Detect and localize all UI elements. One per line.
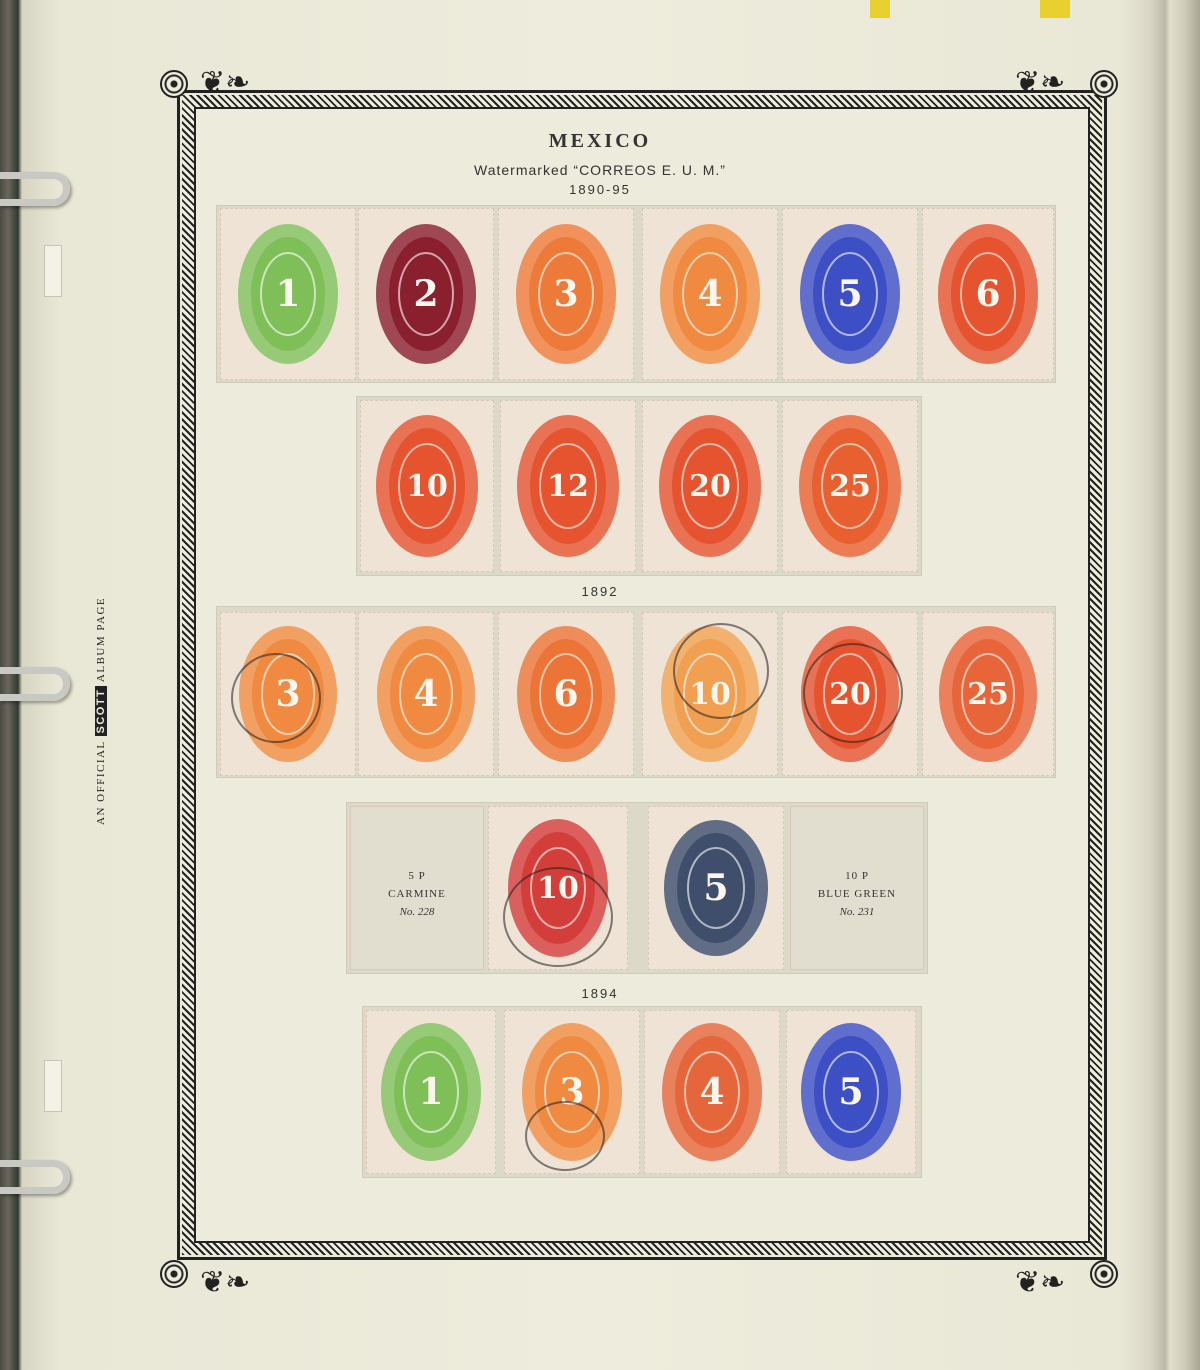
stamp-denomination: 12 <box>547 468 589 504</box>
stamp-oval: 5 <box>801 1023 901 1161</box>
binder-ring <box>0 667 70 701</box>
stamp: 20 <box>642 400 778 572</box>
stamp: 5 <box>782 208 918 380</box>
flourish-ornament-icon: ❦❧ <box>1015 1265 1066 1300</box>
corner-rosette-icon <box>160 70 188 98</box>
stamp-oval: 6 <box>938 224 1038 364</box>
index-tab <box>870 0 890 18</box>
corner-rosette-icon <box>1090 70 1118 98</box>
stamp: 5 <box>648 806 784 970</box>
flourish-ornament-icon: ❦❧ <box>1015 65 1066 100</box>
stamp-oval: 25 <box>799 415 901 557</box>
stamp-oval: 1 <box>381 1023 481 1161</box>
postmark-cancel <box>503 867 613 967</box>
stamp-denomination: 6 <box>975 273 1001 315</box>
stamp-oval: 2 <box>376 224 476 364</box>
stamp-oval: 1 <box>238 224 338 364</box>
empty-stamp-space: 10 P BLUE GREEN No. 231 <box>790 806 924 970</box>
stamp: 1 <box>366 1010 496 1174</box>
section-year: 1894 <box>581 986 619 1001</box>
stamp: 3 <box>498 208 634 380</box>
stamp-oval: 10 <box>376 415 478 557</box>
stamp-oval: 5 <box>800 224 900 364</box>
stamp: 3 <box>504 1010 640 1174</box>
stamp-oval: 6 <box>517 626 615 762</box>
stamp-denomination: 1 <box>275 273 301 315</box>
binder-hole <box>44 1060 62 1112</box>
binder-ring <box>0 1160 70 1194</box>
page-title: MEXICO <box>548 130 652 152</box>
stamp-denomination: 5 <box>703 867 729 909</box>
postmark-cancel <box>673 623 769 719</box>
stamp-oval: 4 <box>660 224 760 364</box>
empty-space-caption: 5 P CARMINE No. 228 <box>351 867 483 921</box>
stamp: 5 <box>786 1010 916 1174</box>
stamp-oval: 4 <box>662 1023 762 1161</box>
corner-rosette-icon <box>1090 1260 1118 1288</box>
stamp-oval: 4 <box>377 626 475 762</box>
empty-space-number: No. 228 <box>399 906 435 918</box>
stamp: 4 <box>644 1010 780 1174</box>
stamp: 25 <box>922 612 1054 776</box>
stamp-denomination: 25 <box>967 676 1009 712</box>
stamp-denomination: 25 <box>829 468 871 504</box>
stamp-oval: 12 <box>517 415 619 557</box>
stamp: 25 <box>782 400 918 572</box>
empty-space-value: 10 P <box>845 870 869 882</box>
side-label-prefix: AN OFFICIAL <box>95 740 107 825</box>
stamp: 1 <box>220 208 356 380</box>
side-label-suffix: ALBUM PAGE <box>95 596 107 683</box>
stamp-denomination: 3 <box>553 273 579 315</box>
postmark-cancel <box>231 653 321 743</box>
empty-space-color: BLUE GREEN <box>817 888 897 900</box>
stamp-oval: 3 <box>516 224 616 364</box>
stamp-denomination: 1 <box>418 1071 444 1113</box>
stamp-denomination: 5 <box>838 1071 864 1113</box>
postmark-cancel <box>525 1101 605 1171</box>
section-year: 1890-95 <box>569 182 631 197</box>
scott-brand-logo: SCOTT <box>95 685 107 737</box>
page-subtitle: Watermarked “CORREOS E. U. M.” <box>474 162 726 178</box>
stamp: 10 <box>360 400 494 572</box>
stamp: 6 <box>922 208 1054 380</box>
stamp-denomination: 20 <box>689 468 731 504</box>
stamp-denomination: 6 <box>553 673 579 715</box>
stamp-denomination: 4 <box>697 273 723 315</box>
section-year: 1892 <box>581 584 619 599</box>
stamp: 12 <box>500 400 636 572</box>
stamp-denomination: 2 <box>413 273 439 315</box>
flourish-ornament-icon: ❦❧ <box>200 65 251 100</box>
stamp: 20 <box>782 612 918 776</box>
stamp: 3 <box>220 612 356 776</box>
stamp-denomination: 4 <box>413 673 439 715</box>
binder-hole <box>44 245 62 297</box>
page-border <box>177 90 1107 1260</box>
stamp-oval: 5 <box>664 820 768 956</box>
flourish-ornament-icon: ❦❧ <box>200 1265 251 1300</box>
stamp: 10 <box>642 612 778 776</box>
stamp-oval: 25 <box>939 626 1037 762</box>
stamp: 10 <box>488 806 628 970</box>
postmark-cancel <box>803 643 903 743</box>
index-tab <box>1040 0 1070 18</box>
empty-space-caption: 10 P BLUE GREEN No. 231 <box>791 867 923 921</box>
empty-space-number: No. 231 <box>839 906 875 918</box>
binder-ring <box>0 172 70 206</box>
empty-stamp-space: 5 P CARMINE No. 228 <box>350 806 484 970</box>
stamp-oval: 20 <box>659 415 761 557</box>
stamp: 2 <box>358 208 494 380</box>
stamp-denomination: 10 <box>406 468 448 504</box>
empty-space-color: CARMINE <box>388 888 446 900</box>
corner-rosette-icon <box>160 1260 188 1288</box>
stamp: 4 <box>642 208 778 380</box>
empty-space-value: 5 P <box>408 870 426 882</box>
stamp: 6 <box>498 612 634 776</box>
stamp-denomination: 5 <box>837 273 863 315</box>
stamp: 4 <box>358 612 494 776</box>
publisher-side-label: AN OFFICIAL SCOTT ALBUM PAGE <box>95 597 107 825</box>
stamp-denomination: 4 <box>699 1071 725 1113</box>
